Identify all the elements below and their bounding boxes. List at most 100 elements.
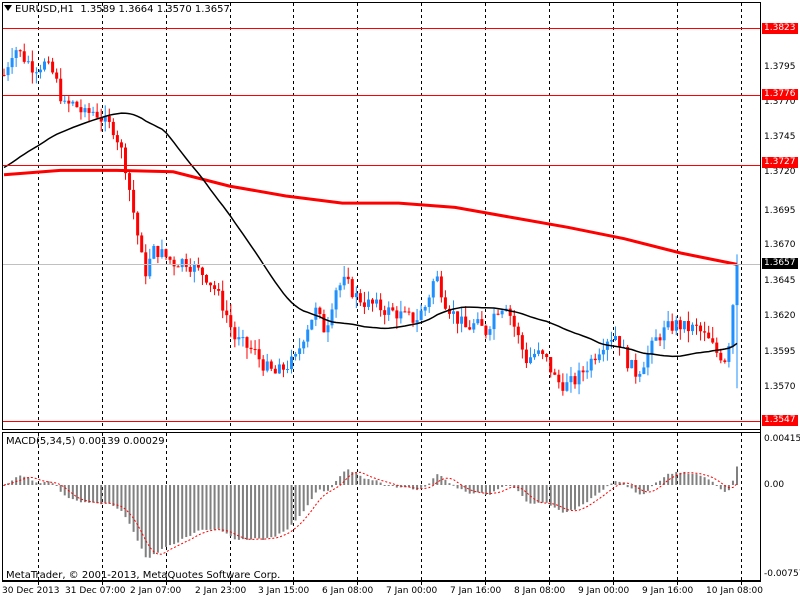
candle-body [662,327,666,341]
candle [310,319,314,331]
candle [71,100,75,107]
macd-bar [460,485,463,490]
candle-body [160,249,164,257]
candle-body [723,360,727,362]
macd-bar [525,485,528,502]
macd-bar [659,480,662,485]
macd-bar [594,485,597,496]
candle-body [111,121,115,136]
candle-body [512,315,516,327]
macd-bar [294,485,297,521]
candle [703,321,707,342]
candle-body [395,310,399,319]
dropdown-triangle-icon[interactable] [4,5,12,11]
candle-body [314,307,318,320]
macd-bar [432,478,435,485]
candle-body [253,349,257,351]
candle [209,282,213,293]
candle [447,305,451,319]
candle-body [196,264,200,268]
candle [55,68,59,83]
macd-bar [213,485,216,530]
candle-body [735,264,739,306]
macd-bar [675,471,678,485]
candle [342,266,346,290]
macd-bar [233,485,236,540]
candle [686,311,690,343]
candle [168,256,172,264]
candle-body [524,349,528,364]
candle-body [26,61,30,63]
candle-body [650,340,654,354]
macd-bar [108,485,111,504]
candle [439,270,443,303]
candle [119,139,123,159]
candle [95,103,99,119]
candle-body [318,307,322,315]
candle-body [330,309,334,326]
macd-bar [488,485,491,495]
time-tick: 6 Jan 08:00 [322,586,374,596]
price-tick: 1.3670 [764,240,796,250]
macd-bar [185,485,188,538]
candle-body [310,319,314,330]
macd-bar [237,485,240,540]
candle-body [419,310,423,321]
chart-title: EURUSD,H1 1.3589 1.3664 1.3570 1.3657 [4,4,230,15]
macd-bar [517,485,520,492]
time-tick: 7 Jan 00:00 [386,586,438,596]
macd-bar [116,485,119,509]
macd-bar [310,485,313,500]
macd-bar [88,485,91,503]
macd-bar [322,485,325,492]
candle-body [731,305,735,347]
candle [622,339,626,349]
candle-body [533,353,537,358]
candle-body [115,135,119,143]
macd-bar [468,485,471,494]
macd-bar [711,481,714,485]
candle [642,361,646,375]
macd-bar [484,485,487,495]
candle [699,322,703,341]
candle-body [290,356,294,370]
macd-bar [164,485,167,547]
candle-body [156,245,160,257]
macd-bar [687,473,690,485]
candle-body [435,276,439,282]
candle [597,348,601,363]
macd-bar [428,483,431,485]
macd-bar [290,485,293,525]
candle [221,280,225,319]
candle [476,312,480,325]
candle-body [59,78,63,102]
candle [589,354,593,378]
current-price-label: 1.3657 [762,258,798,269]
candle [601,338,605,362]
candle [472,319,476,333]
candle-body [528,357,532,364]
time-tick: 2 Jan 07:00 [130,586,182,596]
candle-body [654,337,658,341]
horizontal-price-lines[interactable] [3,28,760,422]
candle [366,291,370,311]
macd-bar [513,485,516,488]
candle [452,300,456,324]
candle-body [569,376,573,383]
macd-bar [318,485,321,490]
candle-body [614,336,618,340]
candle [188,258,192,277]
macd-bar [707,479,710,485]
macd-bar [598,485,601,493]
macd-bar [245,485,248,540]
candle-body [427,297,431,307]
macd-bar [719,485,722,490]
macd-bar [452,484,455,486]
candle-body [192,264,196,272]
candle-body [447,308,451,314]
candle-body [87,108,91,113]
candle [435,270,439,283]
candle-body [148,258,152,277]
macd-bar [359,475,362,485]
candle [379,293,383,317]
